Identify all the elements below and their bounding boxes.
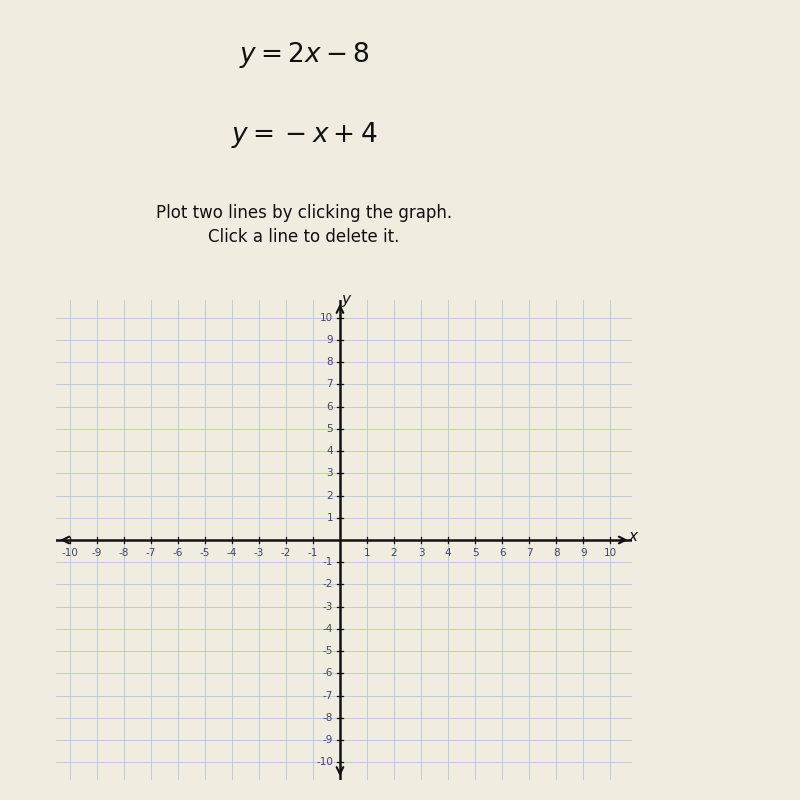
Text: Click a line to delete it.: Click a line to delete it. xyxy=(208,228,400,246)
Text: 4: 4 xyxy=(445,548,451,558)
Text: $x$: $x$ xyxy=(627,529,639,544)
Text: Plot two lines by clicking the graph.: Plot two lines by clicking the graph. xyxy=(156,204,452,222)
Text: 1: 1 xyxy=(326,513,333,522)
Text: -1: -1 xyxy=(308,548,318,558)
Text: -9: -9 xyxy=(323,735,333,745)
Text: -9: -9 xyxy=(91,548,102,558)
Text: 7: 7 xyxy=(526,548,533,558)
Text: 3: 3 xyxy=(418,548,424,558)
Text: 9: 9 xyxy=(580,548,586,558)
Text: 7: 7 xyxy=(326,379,333,390)
Text: $y = -x + 4$: $y = -x + 4$ xyxy=(231,120,377,150)
Text: 4: 4 xyxy=(326,446,333,456)
Text: 8: 8 xyxy=(553,548,559,558)
Text: -3: -3 xyxy=(254,548,264,558)
Text: -4: -4 xyxy=(323,624,333,634)
Text: 2: 2 xyxy=(390,548,398,558)
Text: 3: 3 xyxy=(326,468,333,478)
Text: -1: -1 xyxy=(323,558,333,567)
Text: -5: -5 xyxy=(323,646,333,656)
Text: 2: 2 xyxy=(326,490,333,501)
Text: -6: -6 xyxy=(323,668,333,678)
Text: -10: -10 xyxy=(316,758,333,767)
Text: $y$: $y$ xyxy=(341,293,353,309)
Text: 10: 10 xyxy=(320,313,333,322)
Text: 10: 10 xyxy=(604,548,617,558)
Text: 9: 9 xyxy=(326,335,333,345)
Text: 6: 6 xyxy=(499,548,506,558)
Text: 8: 8 xyxy=(326,358,333,367)
Text: -7: -7 xyxy=(146,548,156,558)
Text: -2: -2 xyxy=(281,548,291,558)
Text: -8: -8 xyxy=(118,548,129,558)
Text: 1: 1 xyxy=(364,548,370,558)
Text: 5: 5 xyxy=(472,548,478,558)
Text: -10: -10 xyxy=(61,548,78,558)
Text: 6: 6 xyxy=(326,402,333,412)
Text: -7: -7 xyxy=(323,690,333,701)
Text: -8: -8 xyxy=(323,713,333,722)
Text: -4: -4 xyxy=(226,548,237,558)
Text: -6: -6 xyxy=(173,548,183,558)
Text: -3: -3 xyxy=(323,602,333,612)
Text: -5: -5 xyxy=(199,548,210,558)
Text: 5: 5 xyxy=(326,424,333,434)
Text: -2: -2 xyxy=(323,579,333,590)
Text: $y = 2x - 8$: $y = 2x - 8$ xyxy=(238,40,370,70)
